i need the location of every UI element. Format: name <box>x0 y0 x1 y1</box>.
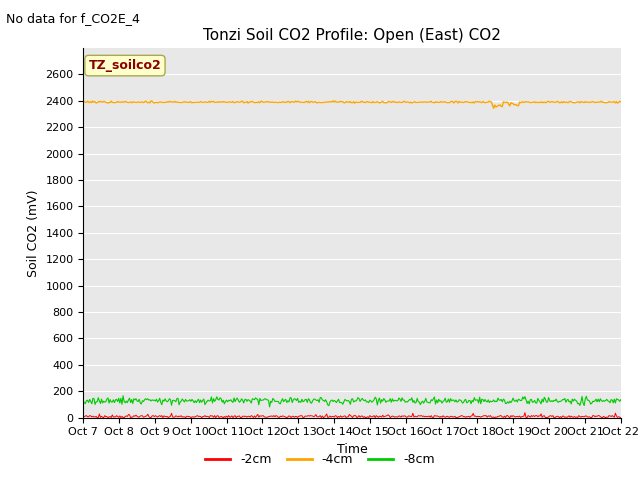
-8cm <box>617 397 625 403</box>
-4cm <box>617 99 625 105</box>
-8cm <box>522 397 530 403</box>
-8cm <box>606 400 614 406</box>
Line: -8cm: -8cm <box>83 396 621 407</box>
-2cm <box>521 410 529 416</box>
-4cm <box>371 99 379 105</box>
-2cm <box>522 415 530 420</box>
-2cm <box>79 413 87 419</box>
-4cm <box>147 98 155 104</box>
-8cm <box>79 398 87 404</box>
-8cm <box>119 393 127 398</box>
Text: No data for f_CO2E_4: No data for f_CO2E_4 <box>6 12 140 25</box>
Line: -2cm: -2cm <box>83 413 621 418</box>
-4cm <box>401 98 408 104</box>
-2cm <box>336 414 344 420</box>
-2cm <box>93 415 101 420</box>
-4cm <box>336 99 344 105</box>
-2cm <box>617 415 625 420</box>
Title: Tonzi Soil CO2 Profile: Open (East) CO2: Tonzi Soil CO2 Profile: Open (East) CO2 <box>203 28 501 43</box>
-8cm <box>401 399 409 405</box>
Text: TZ_soilco2: TZ_soilco2 <box>88 59 161 72</box>
-8cm <box>340 399 348 405</box>
-2cm <box>339 414 347 420</box>
Line: -4cm: -4cm <box>83 101 621 108</box>
-2cm <box>606 413 614 419</box>
-4cm <box>606 99 614 105</box>
-8cm <box>372 396 380 402</box>
Y-axis label: Soil CO2 (mV): Soil CO2 (mV) <box>27 189 40 276</box>
-4cm <box>339 99 347 105</box>
-4cm <box>490 106 497 111</box>
-2cm <box>401 413 408 419</box>
-8cm <box>266 404 273 410</box>
Legend: -2cm, -4cm, -8cm: -2cm, -4cm, -8cm <box>200 448 440 471</box>
-4cm <box>79 99 87 105</box>
-4cm <box>522 99 530 105</box>
-2cm <box>371 415 379 420</box>
-8cm <box>337 399 344 405</box>
X-axis label: Time: Time <box>337 443 367 456</box>
